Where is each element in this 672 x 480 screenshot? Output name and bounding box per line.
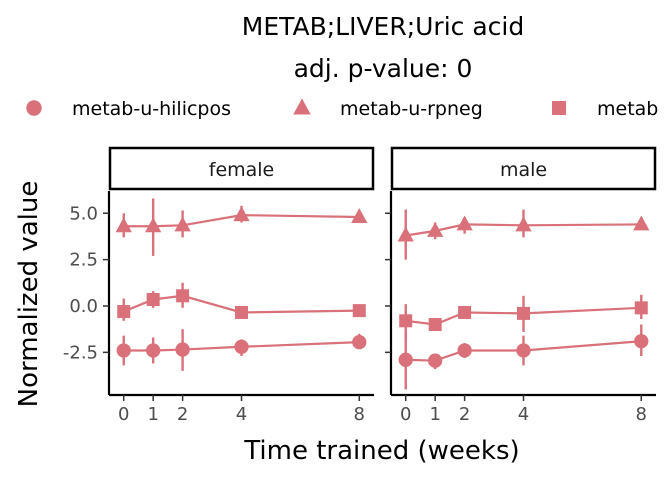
data-point — [634, 334, 649, 349]
series-circle — [398, 324, 649, 390]
series-triangle — [115, 198, 368, 256]
facet-label: female — [209, 159, 275, 181]
y-axis-title: Normalized value — [14, 181, 44, 408]
facet-label: male — [500, 159, 547, 181]
data-point — [428, 318, 442, 332]
data-point — [146, 292, 160, 306]
series-square — [399, 294, 648, 340]
facet-strip — [390, 146, 657, 191]
legend-item: metab — [552, 98, 658, 120]
x-tick-label: 8 — [354, 404, 365, 425]
y-tick-label: -2.5 — [63, 342, 98, 363]
x-tick-label: 1 — [429, 404, 440, 425]
data-point — [174, 216, 191, 232]
data-point — [428, 353, 443, 368]
x-tick-label: 2 — [459, 404, 470, 425]
legend-key-square — [552, 101, 566, 115]
data-point — [175, 342, 190, 357]
legend-key-circle — [26, 100, 42, 116]
x-tick-label: 8 — [636, 404, 647, 425]
data-point — [352, 304, 366, 318]
data-point — [145, 217, 162, 233]
data-point — [233, 206, 250, 222]
data-point — [516, 343, 531, 358]
data-point — [351, 208, 368, 223]
x-tick-label: 4 — [236, 404, 247, 425]
data-point — [399, 314, 413, 328]
data-point — [115, 217, 132, 233]
data-point — [116, 343, 131, 358]
legend-item: metab-u-rpneg — [293, 98, 483, 120]
data-point — [398, 352, 413, 367]
chart-title: METAB;LIVER;Uric acid — [242, 12, 524, 41]
data-point — [235, 305, 248, 319]
y-tick-label: 2.5 — [69, 250, 98, 271]
data-point — [456, 215, 473, 231]
legend-label: metab-u-rpneg — [340, 98, 483, 120]
series-triangle — [397, 209, 650, 260]
legend-item: metab-u-hilicpos — [26, 98, 231, 120]
panel-female: female 0 1 2 4 8 -2.5 0.0 2.5 5.0 — [63, 146, 375, 425]
legend-label: metab — [597, 98, 658, 120]
data-point — [515, 216, 532, 232]
data-point — [397, 226, 414, 242]
legend-label: metab-u-hilicpos — [72, 98, 231, 120]
data-point — [458, 305, 472, 319]
x-tick-label: 0 — [400, 404, 411, 425]
facet-strip — [108, 146, 375, 191]
data-point — [457, 343, 472, 358]
data-point — [427, 222, 444, 237]
x-axis-title: Time trained (weeks) — [243, 436, 519, 466]
panel-male: male 0 1 2 4 8 — [385, 146, 657, 425]
series-circle — [116, 329, 367, 371]
data-point — [633, 215, 650, 231]
chart-subtitle: adj. p-value: 0 — [294, 54, 473, 83]
data-point — [352, 334, 367, 350]
legend-key-triangle — [293, 98, 311, 115]
x-tick-label: 0 — [118, 404, 129, 425]
data-point — [517, 306, 530, 320]
data-point — [117, 305, 131, 319]
x-tick-label: 1 — [147, 404, 158, 425]
x-tick-label: 4 — [518, 404, 529, 425]
y-tick-label: 0.0 — [69, 296, 98, 317]
y-tick-label: 5.0 — [69, 203, 98, 224]
data-point — [146, 343, 161, 358]
data-point — [634, 301, 648, 315]
data-point — [176, 289, 190, 303]
legend: metab-u-hilicpos metab-u-rpneg metab — [26, 98, 658, 120]
series-square — [117, 282, 366, 321]
data-point — [234, 339, 249, 354]
x-tick-label: 2 — [177, 404, 188, 425]
